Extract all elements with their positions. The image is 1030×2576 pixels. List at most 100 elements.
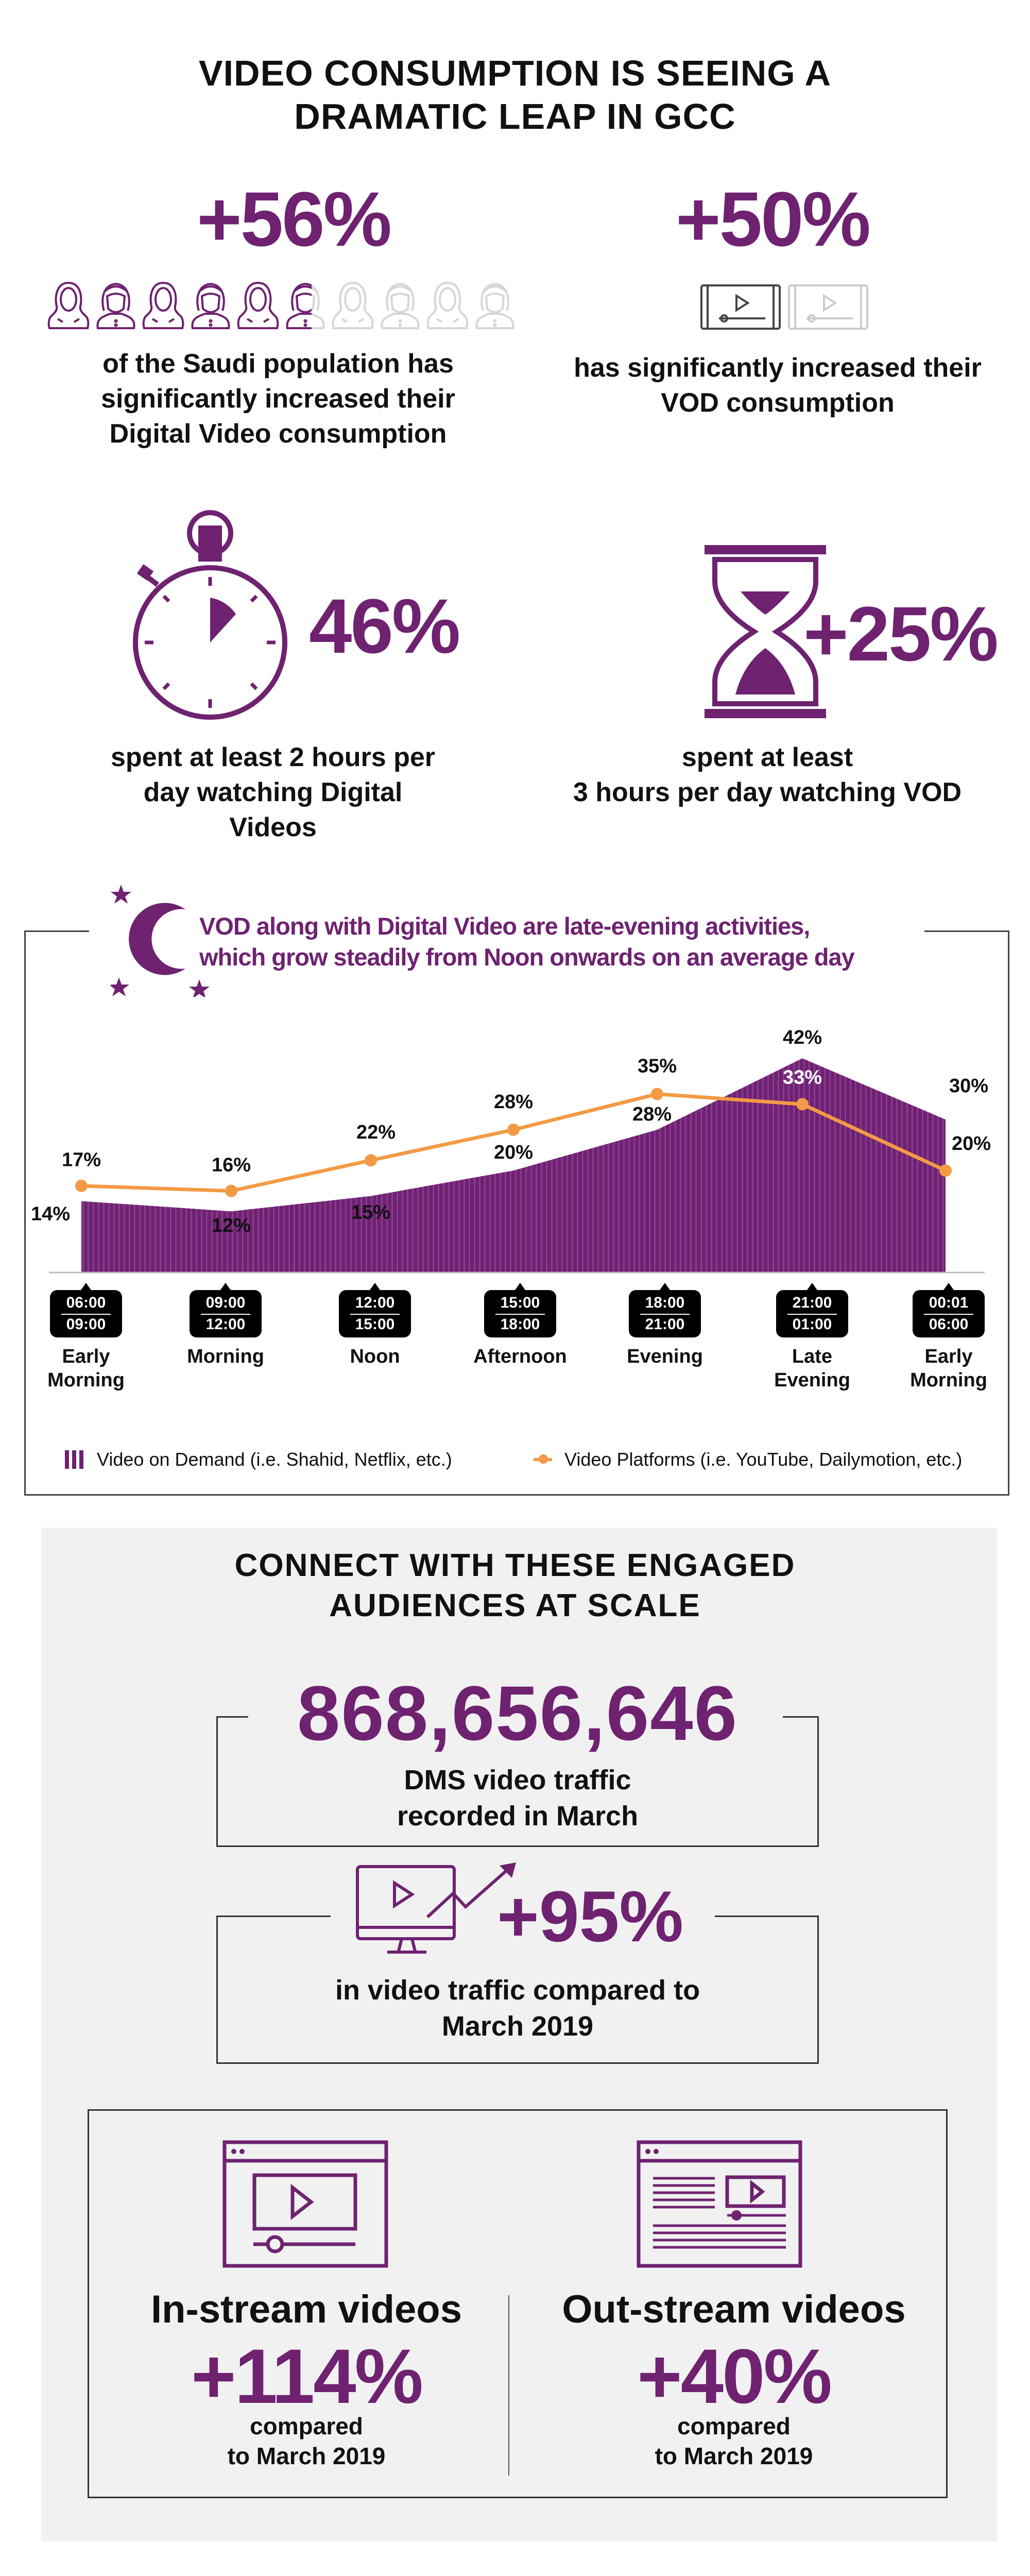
stopwatch-icon	[129, 507, 294, 726]
three-hours-stat: +25%	[803, 590, 999, 677]
title-line: AUDIENCES AT SCALE	[329, 1588, 701, 1623]
chart-title-line: which grow steadily from Noon onwards on…	[199, 943, 855, 971]
monitor-growth-icon	[355, 1862, 520, 1960]
divider	[495, 1314, 545, 1315]
divider	[61, 1314, 111, 1315]
divider	[715, 1916, 819, 1917]
divider	[783, 1716, 819, 1718]
time-start: 18:00	[645, 1294, 685, 1311]
x-tick-label: Noon	[350, 1346, 400, 1367]
hourglass-icon	[705, 545, 826, 723]
page-title: VIDEO CONSUMPTION IS SEEING A DRAMATIC L…	[0, 52, 1030, 138]
time-start: 21:00	[792, 1294, 832, 1311]
audiences-panel	[41, 1528, 997, 2541]
time-end: 01:00	[792, 1316, 832, 1333]
platforms-point	[225, 1184, 237, 1197]
chart-title-line: VOD along with Digital Video are late-ev…	[199, 912, 810, 940]
digital-video-description: of the Saudi population has significantl…	[72, 346, 484, 451]
growth-frame	[216, 1916, 819, 2064]
vod-data-label: 12%	[212, 1215, 251, 1236]
platforms-data-label: 20%	[952, 1133, 991, 1155]
two-hours-description: spent at least 2 hours per day watching …	[67, 740, 479, 845]
time-range-badge: 21:00 01:00	[776, 1283, 848, 1337]
time-end: 18:00	[500, 1316, 540, 1333]
legend-platforms-swatch	[534, 1454, 552, 1464]
outstream-description: compared to March 2019	[515, 2411, 953, 2471]
vod-data-label: 20%	[494, 1142, 533, 1163]
divider	[350, 1314, 400, 1315]
text-line: in video traffic compared to	[335, 1975, 700, 2006]
traffic-value: 868,656,646	[297, 1670, 739, 1756]
divider	[216, 1716, 248, 1718]
text-line: DMS video traffic	[404, 1765, 631, 1795]
person-icon	[94, 281, 138, 332]
time-start: 12:00	[355, 1294, 395, 1311]
growth-description: in video traffic compared to March 2019	[216, 1972, 819, 2044]
platforms-data-label: 28%	[494, 1091, 533, 1113]
instream-title: In-stream videos	[151, 2287, 462, 2331]
time-range-badge: 09:00 12:00	[190, 1283, 262, 1337]
divider	[924, 930, 1009, 932]
people-icon	[46, 281, 520, 332]
x-tick-label: Afternoon	[473, 1346, 567, 1367]
text-line: VOD consumption	[661, 388, 895, 418]
time-end: 09:00	[66, 1316, 106, 1333]
legend-label: Video Platforms (i.e. YouTube, Dailymoti…	[564, 1449, 963, 1470]
divider	[201, 1314, 250, 1315]
person-icon	[141, 281, 185, 332]
text-line: recorded in March	[397, 1801, 639, 1832]
vod-area	[81, 1058, 946, 1273]
vod-stat: +50%	[676, 176, 871, 262]
instream-value: +114%	[191, 2333, 423, 2419]
audiences-title: CONNECT WITH THESE ENGAGED AUDIENCES AT …	[0, 1546, 1030, 1626]
time-range-badge: 15:00 18:00	[484, 1283, 556, 1337]
vod-data-label: 42%	[783, 1027, 822, 1048]
platforms-data-label: 17%	[62, 1149, 101, 1171]
traffic-description: DMS video traffic recorded in March	[216, 1762, 819, 1834]
text-line: significantly increased their	[101, 384, 455, 414]
text-line: compared	[250, 2413, 363, 2439]
person-icon	[425, 281, 470, 333]
person-icon	[283, 281, 312, 332]
platforms-data-label: 22%	[356, 1122, 396, 1143]
divider	[640, 1314, 690, 1315]
legend-vod-swatch	[65, 1450, 84, 1469]
text-line: 3 hours per day watching VOD	[573, 777, 962, 807]
outstream-value: +40%	[637, 2333, 832, 2419]
outstream-title: Out-stream videos	[562, 2287, 906, 2331]
title-line: VIDEO CONSUMPTION IS SEEING A	[198, 53, 832, 93]
time-end: 12:00	[205, 1316, 246, 1333]
vod-data-label: 15%	[351, 1202, 390, 1224]
divider	[924, 1314, 973, 1315]
time-start: 15:00	[500, 1294, 540, 1311]
text-line: Digital Video consumption	[109, 419, 447, 449]
time-range-badge: 00:01 06:00	[913, 1283, 985, 1337]
time-range-badge: 18:00 21:00	[629, 1283, 701, 1337]
divider	[787, 1314, 837, 1315]
platforms-point	[939, 1164, 952, 1177]
legend-platforms: Video Platforms (i.e. YouTube, Dailymoti…	[534, 1447, 962, 1471]
person-icon	[331, 281, 375, 333]
text-line: has significantly increased their	[574, 353, 982, 383]
x-tick-label: Evening	[627, 1346, 703, 1367]
platforms-point	[651, 1088, 663, 1100]
browser-article-video-icon	[637, 2140, 802, 2272]
traffic-frame	[216, 1716, 819, 1847]
legend-vod: Video on Demand (i.e. Shahid, Netflix, e…	[65, 1447, 452, 1471]
platforms-data-label: 16%	[212, 1155, 251, 1176]
instream-description: compared to March 2019	[103, 2411, 510, 2471]
video-types-frame	[88, 2109, 948, 2498]
browser-video-icon	[222, 2140, 388, 2272]
divider	[24, 930, 89, 932]
x-tick-label: Late Evening	[774, 1346, 850, 1391]
three-hours-description: spent at least 3 hours per day watching …	[536, 740, 999, 810]
vod-description: has significantly increased their VOD co…	[546, 350, 1009, 420]
platforms-data-label: 35%	[638, 1056, 677, 1077]
vod-data-label: 14%	[31, 1203, 70, 1225]
time-range-badge: 12:00 15:00	[339, 1283, 411, 1337]
platforms-data-label: 33%	[783, 1066, 822, 1088]
person-icon	[236, 281, 280, 332]
x-tick-label: Morning	[187, 1346, 264, 1367]
person-icon	[473, 281, 517, 333]
chart-frame	[24, 930, 1009, 1496]
